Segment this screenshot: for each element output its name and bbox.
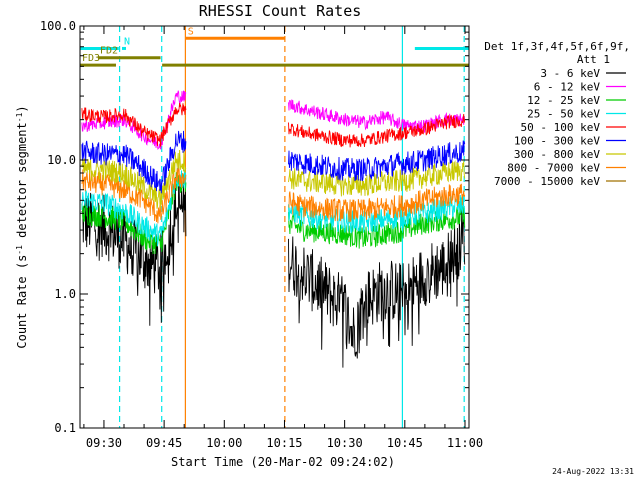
legend-label: 12 - 25 keV bbox=[527, 94, 600, 107]
series-line-3-6keV bbox=[81, 178, 466, 368]
x-axis-ticks: 09:30 09:45 10:00 10:15 10:30 10:45 11:00 bbox=[83, 26, 483, 450]
series-line-100-300keV bbox=[81, 130, 466, 194]
x-tick-label: 09:30 bbox=[86, 436, 122, 450]
y-axis-ticks: 100.0 10.0 1.0 0.1 bbox=[40, 19, 469, 435]
x-tick-label: 10:00 bbox=[206, 436, 242, 450]
annotation-label-FD2: FD2 bbox=[100, 46, 118, 57]
legend-label: 6 - 12 keV bbox=[534, 81, 601, 94]
legend-label: 7000 - 15000 keV bbox=[494, 175, 600, 188]
plot-frame bbox=[79, 25, 470, 429]
legend-header-line1: Det 1f,3f,4f,5f,6f,9f, bbox=[484, 40, 630, 53]
legend-label: 300 - 800 keV bbox=[514, 148, 600, 161]
legend-label: 50 - 100 keV bbox=[521, 121, 601, 134]
y-tick-label: 1.0 bbox=[54, 287, 76, 301]
series-layer bbox=[81, 90, 466, 368]
y-axis-label: Count Rate (s-1 detector segment-1) bbox=[15, 105, 29, 348]
legend-header-line2: Att 1 bbox=[577, 53, 610, 66]
series-line-50-100keV bbox=[81, 102, 466, 148]
annotation-label-N: N bbox=[124, 36, 130, 47]
x-tick-label: 11:00 bbox=[447, 436, 483, 450]
y-tick-label: 100.0 bbox=[40, 19, 76, 33]
annotation-label-S: S bbox=[188, 26, 194, 37]
legend-label: 25 - 50 keV bbox=[527, 108, 600, 121]
series-line-300-800keV bbox=[81, 149, 466, 209]
y-tick-label: 0.1 bbox=[54, 421, 76, 435]
x-tick-label: 09:45 bbox=[146, 436, 182, 450]
generation-timestamp: 24-Aug-2022 13:31 bbox=[552, 467, 634, 476]
series-line-6-12keV bbox=[81, 90, 466, 151]
x-tick-label: 10:30 bbox=[327, 436, 363, 450]
x-tick-label: 10:45 bbox=[387, 436, 423, 450]
legend-label: 3 - 6 keV bbox=[540, 67, 600, 80]
x-tick-label: 10:15 bbox=[266, 436, 302, 450]
legend-label: 100 - 300 keV bbox=[514, 135, 600, 148]
x-axis-label: Start Time (20-Mar-02 09:24:02) bbox=[171, 455, 395, 469]
annotation-label-FD3: FD3 bbox=[82, 53, 100, 64]
series-line-800-7000keV bbox=[81, 164, 466, 224]
legend-label: 800 - 7000 keV bbox=[507, 162, 600, 175]
legend: Det 1f,3f,4f,5f,6f,9f, Att 1 3 - 6 keV6 … bbox=[484, 40, 630, 188]
y-tick-label: 10.0 bbox=[47, 153, 76, 167]
chart-title: RHESSI Count Rates bbox=[199, 2, 362, 20]
